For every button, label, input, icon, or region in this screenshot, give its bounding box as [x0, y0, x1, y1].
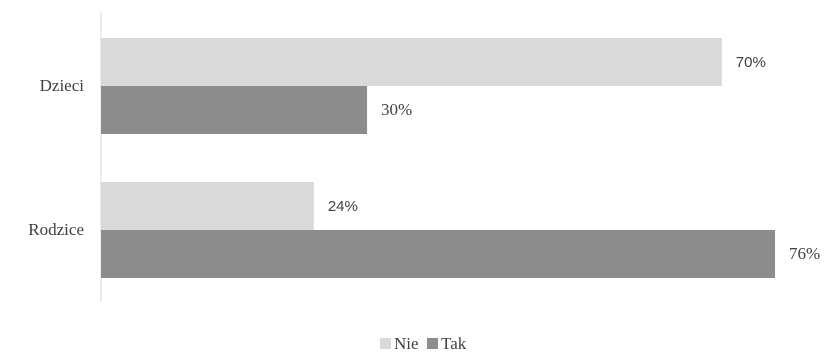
category-label-rodzice: Rodzice	[28, 220, 84, 239]
data-label-rodzice-nie: 24%	[328, 198, 358, 215]
data-label-dzieci-tak: 30%	[381, 100, 412, 119]
bar-rodzice-tak	[101, 230, 775, 278]
bar-dzieci-tak	[101, 86, 368, 134]
category-label-dzieci: Dzieci	[40, 76, 85, 95]
data-label-dzieci-nie: 70%	[736, 54, 766, 71]
legend-label-nie: Nie	[394, 334, 419, 353]
data-label-rodzice-tak: 76%	[789, 244, 820, 263]
legend-swatch-tak	[427, 338, 438, 349]
bar-dzieci-nie	[101, 38, 722, 86]
legend: Nie Tak	[380, 334, 467, 353]
legend-label-tak: Tak	[441, 334, 467, 353]
legend-swatch-nie	[380, 338, 391, 349]
bar-rodzice-nie	[101, 182, 314, 230]
